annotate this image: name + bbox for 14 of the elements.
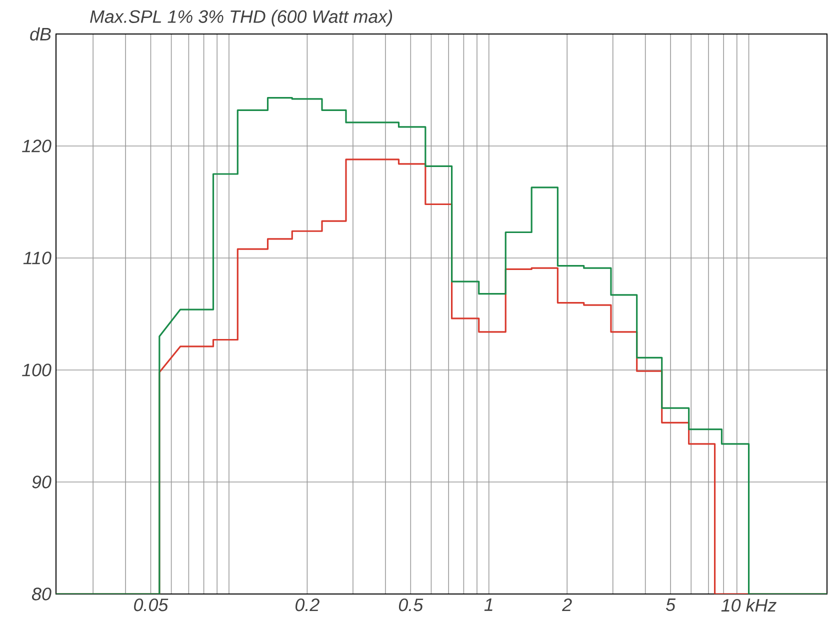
y-tick-label: 80 xyxy=(32,588,52,600)
y-tick-label: 90 xyxy=(32,476,52,488)
y-tick-label: 110 xyxy=(23,252,52,264)
y-tick-label: dB xyxy=(30,27,51,41)
x-tick-label: 0.5 xyxy=(398,598,424,612)
chart-title: Max.SPL 1% 3% THD (600 Watt max) xyxy=(90,10,392,27)
x-tick-label: 5 xyxy=(666,598,676,612)
x-tick-label: 10 kHz xyxy=(721,598,776,612)
y-tick-label: 100 xyxy=(22,364,52,376)
y-tick-label: 120 xyxy=(22,140,52,152)
x-tick-label: 2 xyxy=(562,598,572,612)
x-tick-label: 0.2 xyxy=(296,598,320,612)
x-tick-label: 0.05 xyxy=(134,598,168,612)
x-tick-label: 1 xyxy=(484,598,492,611)
